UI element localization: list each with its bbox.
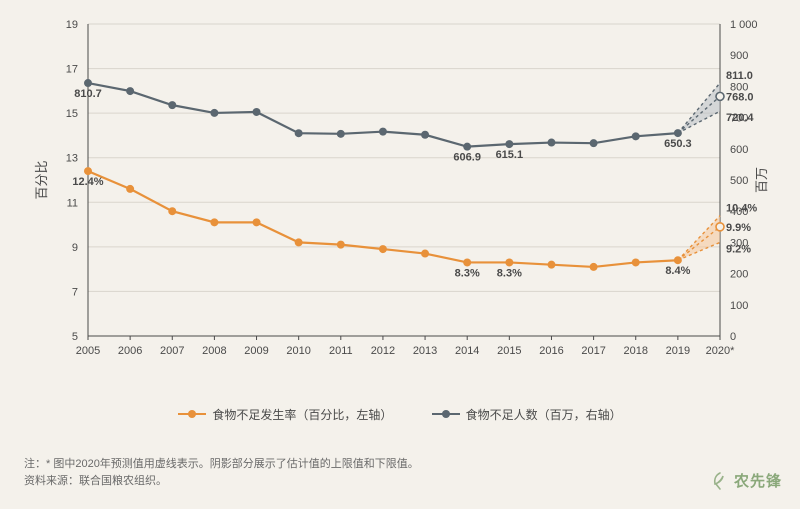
svg-text:2008: 2008 <box>202 345 226 357</box>
svg-text:11: 11 <box>67 197 78 209</box>
svg-text:2011: 2011 <box>329 345 353 357</box>
svg-text:2006: 2006 <box>118 345 142 357</box>
svg-text:9: 9 <box>72 242 78 254</box>
svg-text:606.9: 606.9 <box>453 152 481 164</box>
svg-text:200: 200 <box>730 269 748 281</box>
svg-text:12.4%: 12.4% <box>72 176 103 188</box>
watermark-text: 农先锋 <box>734 470 782 491</box>
legend-label: 食物不足发生率（百分比，左轴） <box>212 406 392 423</box>
svg-text:9.9%: 9.9% <box>726 222 751 234</box>
svg-text:17: 17 <box>66 64 78 76</box>
svg-text:650.3: 650.3 <box>664 138 692 150</box>
svg-text:9.2%: 9.2% <box>726 243 751 255</box>
svg-text:2005: 2005 <box>76 345 100 357</box>
footnote-line: 资料来源：联合国粮农组织。 <box>24 473 419 490</box>
svg-text:500: 500 <box>730 175 748 187</box>
legend-item-millions: 食物不足人数（百万，右轴） <box>432 406 622 423</box>
svg-text:8.3%: 8.3% <box>497 267 522 279</box>
svg-text:2019: 2019 <box>666 345 690 357</box>
footnote-line: 注：* 图中2020年预测值用虚线表示。阴影部分展示了估计值的上限值和下限值。 <box>24 456 419 473</box>
watermark: 农先锋 <box>710 470 782 491</box>
svg-text:2012: 2012 <box>371 345 395 357</box>
svg-text:768.0: 768.0 <box>726 91 754 103</box>
svg-text:100: 100 <box>730 300 748 312</box>
svg-text:1 000: 1 000 <box>730 19 758 31</box>
svg-text:10.4%: 10.4% <box>726 203 757 215</box>
svg-text:7: 7 <box>72 286 78 298</box>
footnotes: 注：* 图中2020年预测值用虚线表示。阴影部分展示了估计值的上限值和下限值。 … <box>24 456 419 489</box>
svg-text:2015: 2015 <box>497 345 521 357</box>
chart-container: { "chart": { "type": "dual-axis-line", "… <box>0 0 800 509</box>
legend: 食物不足发生率（百分比，左轴） 食物不足人数（百万，右轴） <box>0 403 800 423</box>
svg-text:0: 0 <box>730 331 736 343</box>
svg-text:2009: 2009 <box>244 345 268 357</box>
svg-text:720.4: 720.4 <box>726 112 754 124</box>
svg-text:2016: 2016 <box>539 345 563 357</box>
svg-text:2017: 2017 <box>581 345 605 357</box>
svg-text:百分比: 百分比 <box>34 160 49 199</box>
leaf-icon <box>710 471 730 491</box>
svg-text:8.3%: 8.3% <box>455 267 480 279</box>
svg-text:811.0: 811.0 <box>726 70 753 82</box>
svg-text:900: 900 <box>730 50 748 62</box>
svg-text:615.1: 615.1 <box>496 149 524 161</box>
svg-text:5: 5 <box>72 331 78 343</box>
svg-text:600: 600 <box>730 144 748 156</box>
svg-text:2007: 2007 <box>160 345 184 357</box>
svg-text:8.4%: 8.4% <box>665 265 690 277</box>
svg-text:15: 15 <box>66 108 78 120</box>
legend-label: 食物不足人数（百万，右轴） <box>466 406 622 423</box>
svg-text:2018: 2018 <box>623 345 647 357</box>
svg-text:13: 13 <box>66 153 78 165</box>
svg-text:2014: 2014 <box>455 345 479 357</box>
dual-axis-line-chart: 5791113151719010020030040050060070080090… <box>20 16 780 396</box>
svg-text:2013: 2013 <box>413 345 437 357</box>
svg-text:2010: 2010 <box>286 345 310 357</box>
svg-text:810.7: 810.7 <box>74 88 102 100</box>
svg-text:百万: 百万 <box>754 167 769 193</box>
svg-text:2020*: 2020* <box>706 345 735 357</box>
svg-text:19: 19 <box>66 19 78 31</box>
legend-item-percent: 食物不足发生率（百分比，左轴） <box>178 406 392 423</box>
